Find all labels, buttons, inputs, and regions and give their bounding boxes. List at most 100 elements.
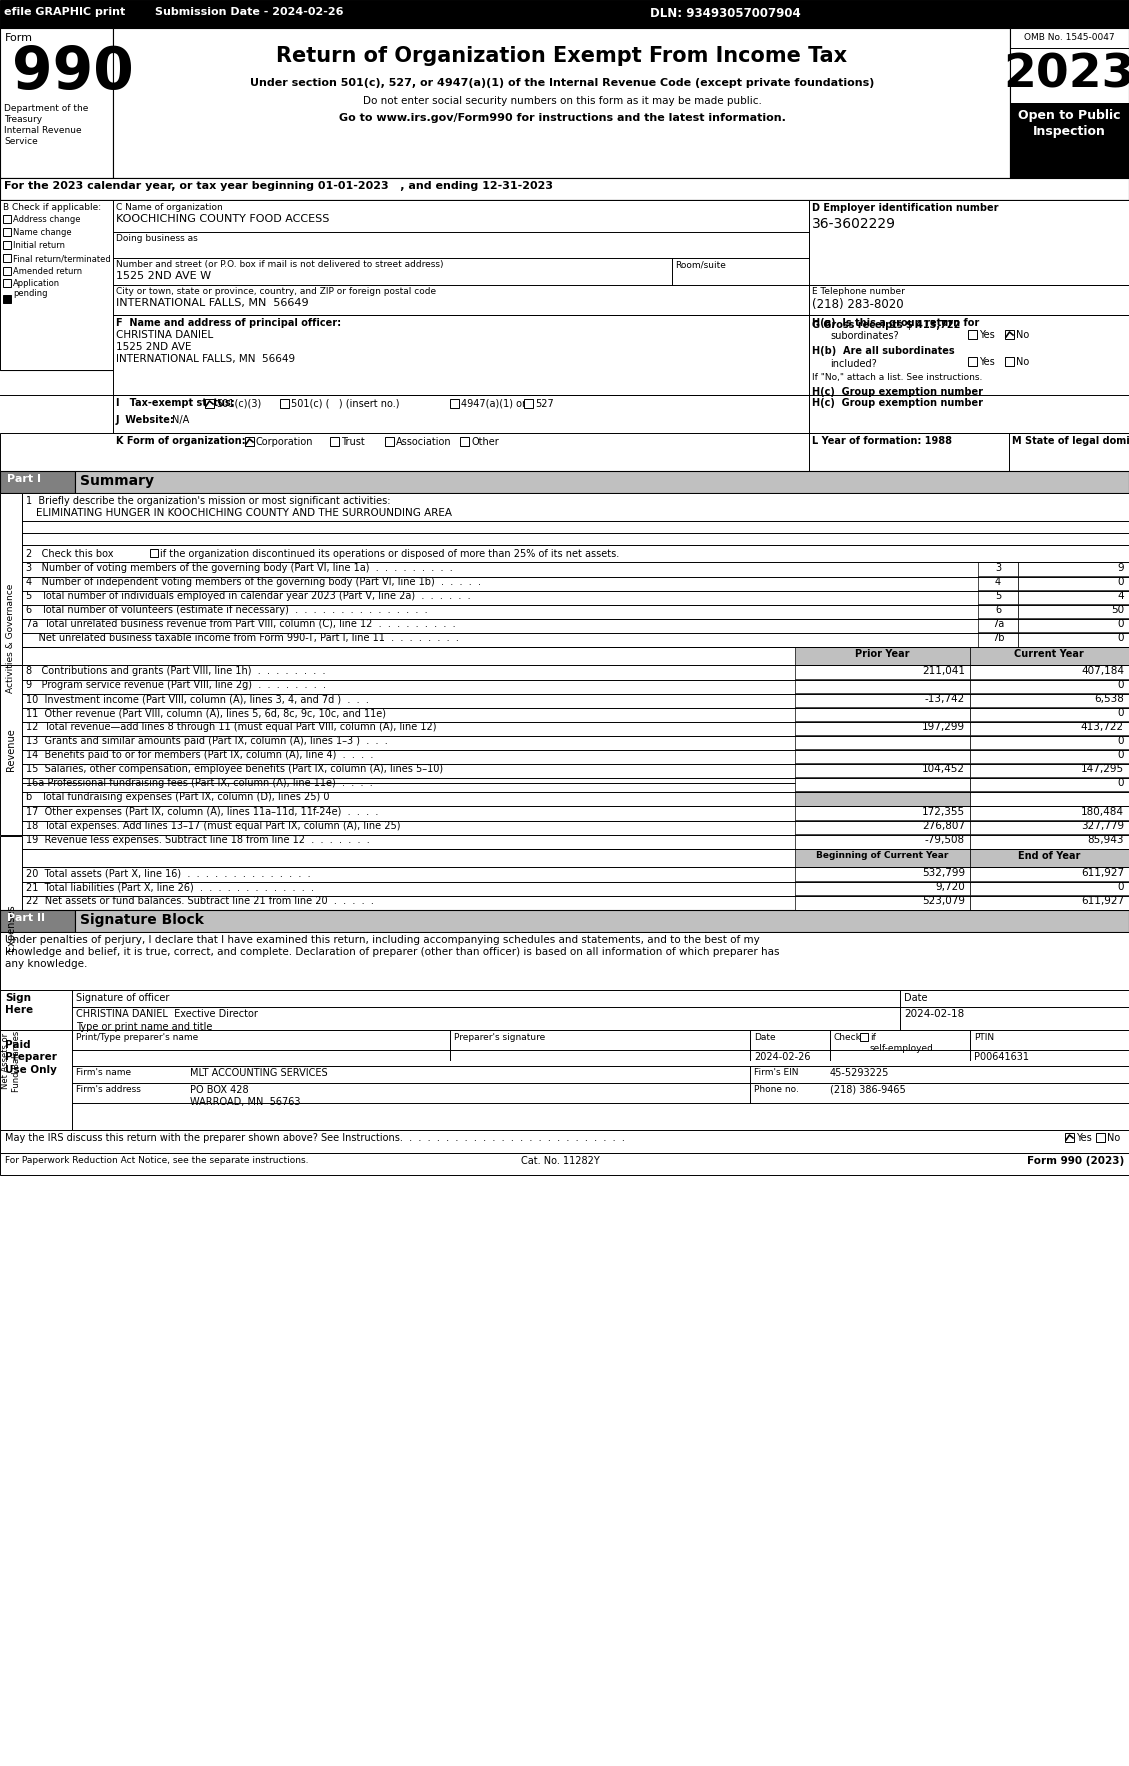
Text: Name change: Name change <box>14 228 71 237</box>
Text: subordinates?: subordinates? <box>830 330 899 341</box>
Bar <box>795 666 970 680</box>
Text: 990: 990 <box>12 44 133 101</box>
Text: 501(c)(3): 501(c)(3) <box>216 399 261 410</box>
Text: M State of legal domicile: MN: M State of legal domicile: MN <box>1012 436 1129 447</box>
Text: INTERNATIONAL FALLS, MN  56649: INTERNATIONAL FALLS, MN 56649 <box>116 353 295 364</box>
Text: Yes: Yes <box>1076 1134 1092 1143</box>
Text: KOOCHICHING COUNTY FOOD ACCESS: KOOCHICHING COUNTY FOOD ACCESS <box>116 214 330 224</box>
Text: Application: Application <box>14 279 60 288</box>
Text: May the IRS discuss this return with the preparer shown above? See Instructions.: May the IRS discuss this return with the… <box>5 1134 624 1143</box>
Text: 104,452: 104,452 <box>922 765 965 774</box>
Text: 18  Total expenses. Add lines 13–17 (must equal Part IX, column (A), line 25): 18 Total expenses. Add lines 13–17 (must… <box>26 821 401 832</box>
Text: Other: Other <box>471 436 499 447</box>
Text: 5: 5 <box>995 592 1001 600</box>
Text: 7b: 7b <box>991 632 1005 643</box>
Bar <box>1096 1134 1105 1143</box>
Text: 16a Professional fundraising fees (Part IX, column (A), line 11e)  .  .  .  .: 16a Professional fundraising fees (Part … <box>26 779 373 788</box>
Bar <box>0 1130 1129 1153</box>
Text: H(a)  Is this a group return for: H(a) Is this a group return for <box>812 318 979 328</box>
Bar <box>970 735 1129 751</box>
Text: if the organization discontinued its operations or disposed of more than 25% of : if the organization discontinued its ope… <box>160 549 619 560</box>
Bar <box>1018 604 1129 620</box>
Text: If "No," attach a list. See instructions.: If "No," attach a list. See instructions… <box>812 373 982 381</box>
Text: Net Assets or
Fund Balances: Net Assets or Fund Balances <box>1 1030 20 1091</box>
Text: 2   Check this box: 2 Check this box <box>26 549 114 560</box>
Text: 1525 2ND AVE: 1525 2ND AVE <box>116 343 192 351</box>
Text: End of Year: End of Year <box>1018 851 1080 862</box>
Text: 197,299: 197,299 <box>922 722 965 731</box>
Text: 4: 4 <box>995 577 1001 586</box>
Text: included?: included? <box>830 358 877 369</box>
Text: 11  Other revenue (Part VIII, column (A), lines 5, 6d, 8c, 9c, 10c, and 11e): 11 Other revenue (Part VIII, column (A),… <box>26 708 386 719</box>
Text: Signature of officer: Signature of officer <box>76 992 169 1003</box>
Bar <box>113 200 809 371</box>
Text: For the 2023 calendar year, or tax year beginning 01-01-2023   , and ending 12-3: For the 2023 calendar year, or tax year … <box>5 180 553 191</box>
Text: 4947(a)(1) or: 4947(a)(1) or <box>461 399 526 410</box>
Text: No: No <box>1016 357 1030 367</box>
Bar <box>968 357 977 366</box>
Text: Preparer's signature: Preparer's signature <box>454 1033 545 1042</box>
Bar <box>795 749 970 765</box>
Text: Sign
Here: Sign Here <box>5 992 33 1015</box>
Bar <box>970 678 1129 694</box>
Bar <box>860 1033 868 1040</box>
Text: 7a: 7a <box>992 620 1004 629</box>
Text: Initial return: Initial return <box>14 240 65 251</box>
Bar <box>1018 590 1129 606</box>
Text: No: No <box>1016 330 1030 341</box>
Bar <box>1065 1134 1074 1143</box>
Bar <box>0 0 1129 28</box>
Bar <box>460 436 469 447</box>
Text: 0: 0 <box>1118 577 1124 586</box>
Text: 0: 0 <box>1118 708 1124 719</box>
Bar <box>0 178 1129 200</box>
Bar <box>0 28 1129 178</box>
Bar <box>970 721 1129 736</box>
Text: L Year of formation: 1988: L Year of formation: 1988 <box>812 436 952 447</box>
Bar <box>809 284 1129 314</box>
Text: H(b)  Are all subordinates: H(b) Are all subordinates <box>812 346 955 357</box>
Text: 14  Benefits paid to or for members (Part IX, column (A), line 4)  .  .  .  .: 14 Benefits paid to or for members (Part… <box>26 751 374 759</box>
Text: Phone no.: Phone no. <box>754 1084 799 1093</box>
Bar <box>0 932 1129 991</box>
Bar <box>0 493 21 782</box>
Bar <box>970 706 1129 722</box>
Bar <box>3 215 11 223</box>
Bar <box>970 777 1129 791</box>
Text: knowledge and belief, it is true, correct, and complete. Declaration of preparer: knowledge and belief, it is true, correc… <box>5 947 779 957</box>
Bar <box>970 834 1129 849</box>
Bar <box>0 666 21 835</box>
Bar <box>21 493 1129 782</box>
Text: 180,484: 180,484 <box>1080 807 1124 818</box>
Text: Check: Check <box>834 1033 861 1042</box>
Bar <box>1010 102 1129 178</box>
Bar <box>280 399 289 408</box>
Text: 3   Number of voting members of the governing body (Part VI, line 1a)  .  .  .  : 3 Number of voting members of the govern… <box>26 563 453 572</box>
Text: 211,041: 211,041 <box>922 666 965 676</box>
Text: CHRISTINA DANIEL  Exective Director: CHRISTINA DANIEL Exective Director <box>76 1008 257 1019</box>
Text: 50: 50 <box>1111 606 1124 615</box>
Text: Under section 501(c), 527, or 4947(a)(1) of the Internal Revenue Code (except pr: Under section 501(c), 527, or 4947(a)(1)… <box>250 78 874 88</box>
Text: DLN: 93493057007904: DLN: 93493057007904 <box>650 7 800 19</box>
Text: Part II: Part II <box>7 913 45 924</box>
Bar <box>795 805 970 821</box>
Text: Doing business as: Doing business as <box>116 235 198 244</box>
Text: 0: 0 <box>1118 751 1124 759</box>
Text: Firm's name: Firm's name <box>76 1068 131 1077</box>
Text: Trust: Trust <box>341 436 365 447</box>
Text: 13  Grants and similar amounts paid (Part IX, column (A), lines 1–3 )  .  .  .: 13 Grants and similar amounts paid (Part… <box>26 736 387 745</box>
Text: 6   Total number of volunteers (estimate if necessary)  .  .  .  .  .  .  .  .  : 6 Total number of volunteers (estimate i… <box>26 606 428 615</box>
Text: 0: 0 <box>1118 779 1124 788</box>
Bar <box>795 849 970 867</box>
Text: 6: 6 <box>995 606 1001 615</box>
Text: Form 990 (2023): Form 990 (2023) <box>1026 1157 1124 1166</box>
Text: 8   Contributions and grants (Part VIII, line 1h)  .  .  .  .  .  .  .  .: 8 Contributions and grants (Part VIII, l… <box>26 666 325 676</box>
Bar <box>0 1030 1129 1130</box>
Text: OMB No. 1545-0047: OMB No. 1545-0047 <box>1024 34 1114 42</box>
Bar <box>970 805 1129 821</box>
Bar <box>795 867 970 881</box>
Text: F  Name and address of principal officer:: F Name and address of principal officer: <box>116 318 341 328</box>
Text: City or town, state or province, country, and ZIP or foreign postal code: City or town, state or province, country… <box>116 288 436 297</box>
Text: Revenue: Revenue <box>6 729 16 772</box>
Text: K Form of organization:: K Form of organization: <box>116 436 246 447</box>
